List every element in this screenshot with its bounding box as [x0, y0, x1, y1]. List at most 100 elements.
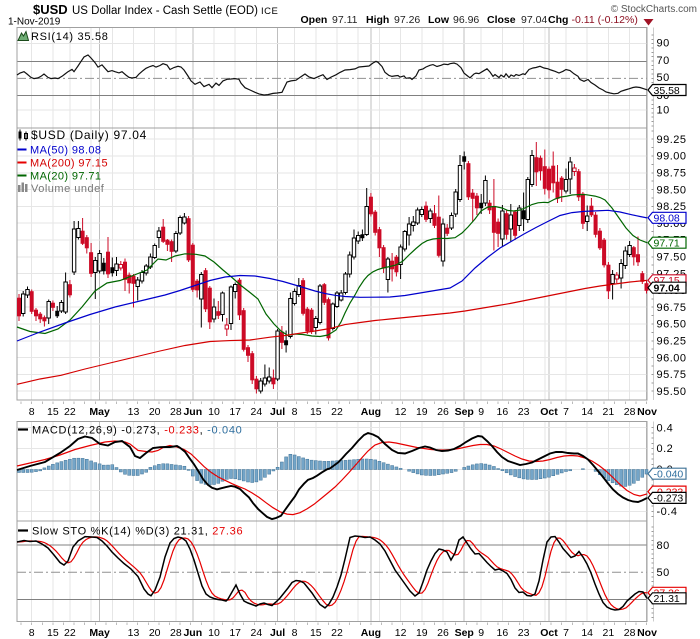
svg-text:8: 8: [29, 627, 35, 639]
svg-text:50: 50: [657, 567, 670, 579]
svg-text:Slow STO %K(14) %D(3) 21.31, 2: Slow STO %K(14) %D(3) 21.31, 27.36: [32, 526, 243, 538]
svg-text:95.75: 95.75: [657, 369, 687, 381]
svg-text:35.58: 35.58: [654, 85, 680, 97]
svg-text:10: 10: [208, 627, 220, 639]
svg-text:$USD: $USD: [33, 2, 68, 17]
svg-text:13: 13: [128, 406, 140, 418]
svg-text:9: 9: [478, 627, 484, 639]
svg-text:8: 8: [29, 406, 35, 418]
svg-text:70: 70: [657, 55, 670, 67]
svg-text:98.75: 98.75: [657, 168, 687, 180]
svg-text:24: 24: [251, 406, 263, 418]
svg-text:28: 28: [624, 406, 636, 418]
svg-text:12: 12: [395, 406, 407, 418]
svg-text:7: 7: [563, 406, 569, 418]
svg-text:20: 20: [149, 627, 161, 639]
svg-text:$USD (Daily) 97.04: $USD (Daily) 97.04: [31, 128, 147, 142]
svg-text:Nov: Nov: [637, 406, 657, 418]
svg-text:Oct: Oct: [540, 406, 558, 418]
svg-text:20: 20: [149, 406, 161, 418]
svg-text:17: 17: [229, 627, 241, 639]
svg-text:21: 21: [603, 627, 615, 639]
svg-text:Jun: Jun: [183, 406, 202, 418]
svg-text:Oct: Oct: [540, 627, 558, 639]
svg-text:95.50: 95.50: [657, 386, 687, 398]
svg-text:96.00: 96.00: [657, 352, 687, 364]
svg-text:99.25: 99.25: [657, 134, 687, 146]
svg-text:16: 16: [497, 627, 509, 639]
svg-text:99.00: 99.00: [657, 151, 687, 163]
svg-text:98.25: 98.25: [657, 201, 687, 213]
svg-text:21: 21: [603, 406, 615, 418]
svg-text:8: 8: [292, 627, 298, 639]
svg-text:0.2: 0.2: [657, 443, 674, 455]
svg-text:-0.4: -0.4: [657, 506, 678, 518]
svg-text:Jul: Jul: [270, 406, 285, 418]
svg-text:96.75: 96.75: [657, 302, 687, 314]
svg-text:MA(20) 97.71: MA(20) 97.71: [30, 171, 101, 183]
svg-text:23: 23: [518, 627, 530, 639]
svg-text:Volume undef: Volume undef: [31, 183, 105, 195]
svg-text:MA(200) 97.15: MA(200) 97.15: [30, 158, 108, 170]
svg-text:Sep: Sep: [455, 406, 474, 418]
svg-text:14: 14: [581, 627, 593, 639]
svg-text:16: 16: [497, 406, 509, 418]
svg-text:15: 15: [47, 406, 59, 418]
svg-text:28: 28: [170, 406, 182, 418]
svg-text:80: 80: [657, 540, 670, 552]
svg-text:22: 22: [64, 627, 76, 639]
svg-text:15: 15: [310, 406, 322, 418]
svg-text:15: 15: [47, 627, 59, 639]
svg-text:98.08: 98.08: [654, 213, 680, 225]
svg-text:RSI(14) 35.58: RSI(14) 35.58: [31, 31, 109, 43]
svg-text:9: 9: [478, 406, 484, 418]
svg-text:May: May: [89, 406, 110, 418]
svg-text:0.4: 0.4: [657, 422, 674, 434]
svg-text:26: 26: [437, 627, 449, 639]
svg-text:-0.040: -0.040: [654, 469, 684, 481]
svg-text:96.25: 96.25: [657, 336, 687, 348]
svg-text:1-Nov-2019: 1-Nov-2019: [8, 17, 61, 28]
svg-text:MA(50) 98.08: MA(50) 98.08: [30, 145, 101, 157]
svg-text:10: 10: [657, 105, 670, 117]
svg-text:MACD(12,26,9) -0.273, -0.233,: MACD(12,26,9) -0.273, -0.233, -0.040: [32, 425, 242, 437]
svg-text:23: 23: [518, 406, 530, 418]
svg-text:26: 26: [437, 406, 449, 418]
svg-text:24: 24: [251, 627, 263, 639]
svg-text:7: 7: [563, 627, 569, 639]
svg-text:17: 17: [229, 406, 241, 418]
svg-text:97.71: 97.71: [654, 238, 680, 250]
svg-text:19: 19: [416, 627, 428, 639]
svg-text:97.04: 97.04: [654, 283, 680, 295]
svg-text:US Dollar Index - Cash Settle: US Dollar Index - Cash Settle (EOD): [72, 5, 258, 17]
svg-text:13: 13: [128, 627, 140, 639]
svg-text:May: May: [89, 627, 110, 639]
svg-text:28: 28: [624, 627, 636, 639]
svg-text:8: 8: [292, 406, 298, 418]
svg-text:10: 10: [208, 406, 220, 418]
svg-text:-0.273: -0.273: [654, 493, 684, 505]
svg-text:15: 15: [310, 627, 322, 639]
svg-text:21.31: 21.31: [654, 593, 680, 605]
svg-text:22: 22: [331, 627, 343, 639]
svg-text:96.50: 96.50: [657, 319, 687, 331]
svg-text:19: 19: [416, 406, 428, 418]
svg-text:22: 22: [64, 406, 76, 418]
svg-text:Sep: Sep: [455, 627, 474, 639]
svg-text:12: 12: [395, 627, 407, 639]
svg-text:© StockCharts.com: © StockCharts.com: [611, 4, 697, 15]
svg-text:50: 50: [657, 72, 670, 84]
svg-text:90: 90: [657, 38, 670, 50]
svg-text:Jul: Jul: [270, 627, 285, 639]
svg-text:Jun: Jun: [183, 627, 202, 639]
svg-text:97.50: 97.50: [657, 252, 687, 264]
svg-text:28: 28: [170, 627, 182, 639]
svg-text:ICE: ICE: [261, 6, 278, 17]
svg-text:98.50: 98.50: [657, 184, 687, 196]
svg-text:Nov: Nov: [637, 627, 657, 639]
svg-text:22: 22: [331, 406, 343, 418]
svg-text:14: 14: [581, 406, 593, 418]
svg-text:Aug: Aug: [361, 406, 381, 418]
svg-text:Aug: Aug: [361, 627, 381, 639]
